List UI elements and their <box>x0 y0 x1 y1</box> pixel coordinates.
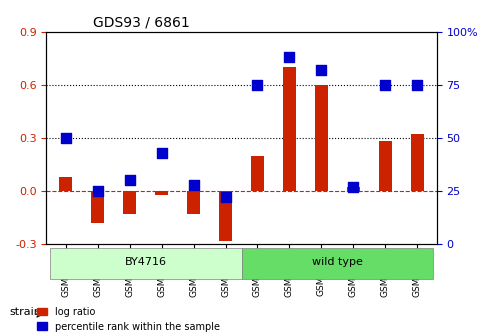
Text: wild type: wild type <box>312 257 363 267</box>
Point <box>285 54 293 60</box>
Text: strain: strain <box>10 307 42 318</box>
Bar <box>347 187 360 191</box>
Bar <box>315 85 328 191</box>
Point <box>317 67 325 73</box>
Bar <box>283 67 296 191</box>
Bar <box>59 177 72 191</box>
Point <box>126 178 134 183</box>
Bar <box>411 134 424 191</box>
Point <box>62 135 70 140</box>
Text: GDS93 / 6861: GDS93 / 6861 <box>93 15 190 29</box>
Point <box>190 182 198 187</box>
Point <box>253 82 261 87</box>
Point <box>350 184 357 190</box>
Bar <box>155 191 168 195</box>
Text: BY4716: BY4716 <box>125 257 167 267</box>
Point <box>221 195 229 200</box>
Legend: log ratio, percentile rank within the sample: log ratio, percentile rank within the sa… <box>35 304 223 335</box>
FancyBboxPatch shape <box>49 248 242 279</box>
Point <box>414 82 422 87</box>
Bar <box>187 191 200 214</box>
Bar <box>251 156 264 191</box>
Point <box>382 82 389 87</box>
Point <box>158 150 166 156</box>
FancyBboxPatch shape <box>242 248 433 279</box>
Point <box>94 188 102 194</box>
Bar <box>123 191 136 214</box>
Bar <box>379 141 392 191</box>
Bar <box>91 191 104 223</box>
Bar <box>219 191 232 241</box>
